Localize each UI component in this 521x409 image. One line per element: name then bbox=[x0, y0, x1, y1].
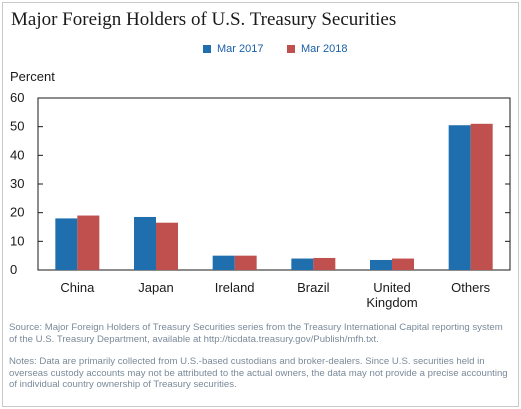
legend-label-series-2: Mar 2018 bbox=[301, 43, 348, 55]
bar-mar-2018 bbox=[313, 257, 336, 270]
x-tick-label: China bbox=[60, 280, 95, 295]
legend-swatch-series-2 bbox=[287, 45, 295, 53]
plot-area-frame bbox=[37, 97, 511, 271]
x-tick-label: United Kingdom bbox=[366, 280, 417, 310]
bar-mar-2017 bbox=[212, 255, 235, 270]
y-tick-label: 40 bbox=[10, 147, 24, 162]
bar-mar-2018 bbox=[470, 123, 493, 270]
notes-text: Notes: Data are primarily collected from… bbox=[9, 356, 508, 390]
bar-mar-2017 bbox=[291, 258, 314, 270]
bar-mar-2018 bbox=[234, 255, 257, 270]
y-tick-label: 60 bbox=[10, 90, 24, 105]
x-tick-label: Others bbox=[451, 280, 491, 295]
x-tick-label: Japan bbox=[138, 280, 173, 295]
chart-title: Major Foreign Holders of U.S. Treasury S… bbox=[11, 9, 397, 30]
bar-mar-2017 bbox=[55, 218, 78, 270]
bar-mar-2017 bbox=[370, 259, 392, 270]
bar-mar-2018 bbox=[77, 215, 100, 270]
bar-mar-2018 bbox=[392, 258, 414, 270]
y-tick-label: 50 bbox=[10, 119, 24, 134]
bar-mar-2017 bbox=[134, 216, 156, 270]
bar-chart: 0 10 20 30 40 50 60 China Japan Ireland Brazil Unit… bbox=[10, 90, 511, 310]
legend-label-series-1: Mar 2017 bbox=[217, 43, 264, 55]
legend-swatch-series-1 bbox=[203, 45, 211, 53]
y-axis-label: Percent bbox=[10, 69, 55, 84]
x-tick-label: Ireland bbox=[215, 280, 255, 295]
legend-item-series-1: Mar 2017 bbox=[203, 43, 263, 55]
y-tick-label: 0 bbox=[10, 262, 17, 277]
x-tick-label: Brazil bbox=[297, 280, 330, 295]
bar-mar-2017 bbox=[448, 125, 471, 270]
source-note: Source: Major Foreign Holders of Treasur… bbox=[9, 322, 503, 345]
y-tick-label: 30 bbox=[10, 176, 24, 191]
bar-mar-2018 bbox=[156, 222, 178, 270]
legend-item-series-2: Mar 2018 bbox=[287, 43, 347, 55]
y-tick-label: 10 bbox=[10, 233, 24, 248]
y-tick-label: 20 bbox=[10, 205, 24, 220]
